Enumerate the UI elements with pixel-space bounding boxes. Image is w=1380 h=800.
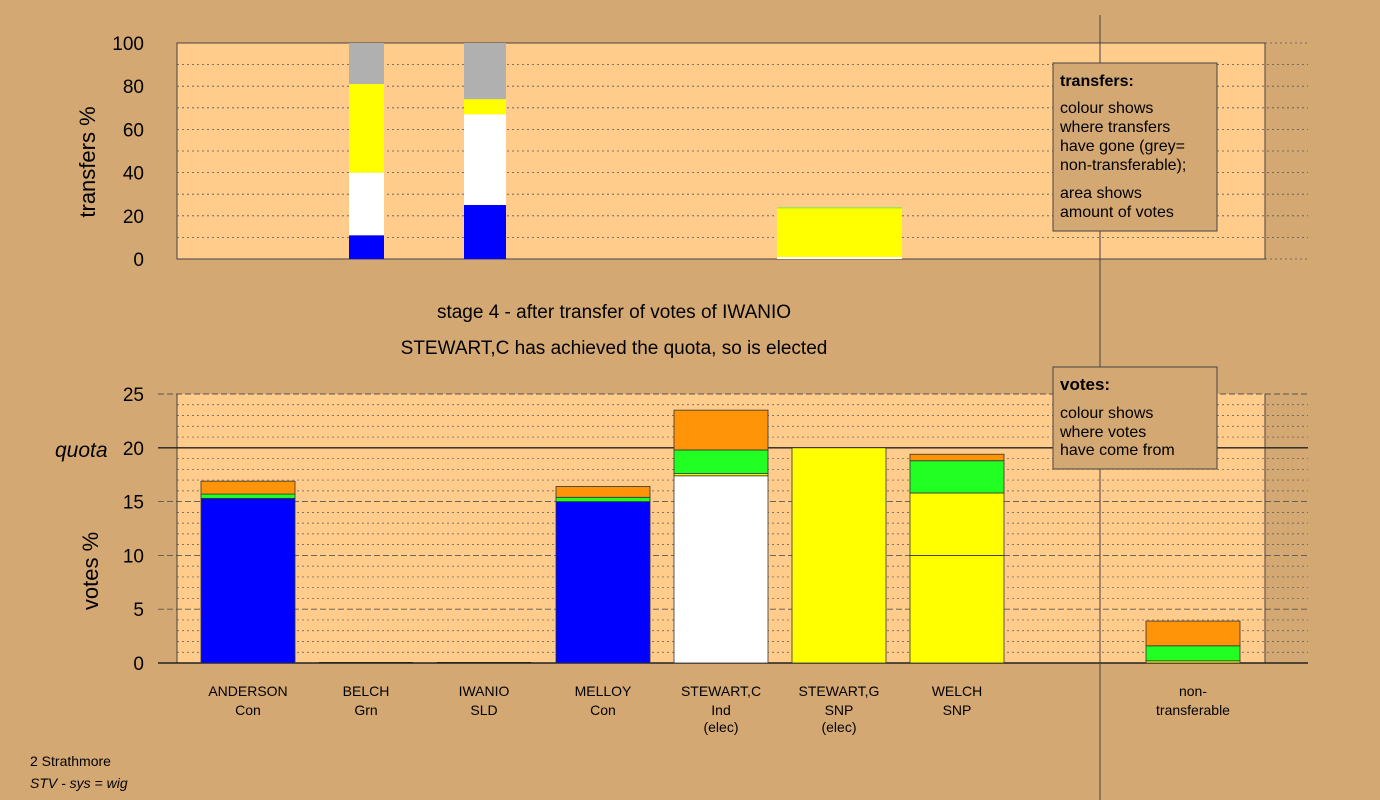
- quota-label: quota: [55, 439, 108, 462]
- vote-bar-segment-orange: [1145, 620, 1241, 647]
- vote-bar-segment-green: [909, 460, 1005, 494]
- votes-y-tick-label: 15: [123, 493, 144, 514]
- vote-bar-segment-orange: [555, 486, 651, 498]
- vote-bar-segment-orange: [200, 480, 296, 495]
- vote-bar-segment-yellow: [909, 492, 1005, 556]
- votes-y-tick-label: 5: [133, 600, 144, 621]
- candidate-note-label: (elec): [821, 719, 856, 735]
- candidate-name-label: BELCH: [343, 683, 390, 699]
- votes-y-tick-label: 25: [123, 385, 144, 406]
- transfer-bar-segment-green: [777, 207, 902, 209]
- votes-bars: [200, 409, 1241, 664]
- transfers-legend-line: colour shows: [1060, 100, 1153, 117]
- transfers-y-tick-label: 40: [123, 164, 144, 185]
- transfer-bar-segment-white: [777, 256, 902, 259]
- transfers-legend-title: transfers:: [1060, 73, 1134, 90]
- vote-bar-segment-green: [673, 449, 769, 475]
- candidate-party-label: transferable: [1156, 702, 1230, 718]
- vote-bar-segment-white: [673, 475, 769, 664]
- candidate-name-label: ANDERSON: [208, 683, 287, 699]
- candidate-labels: ANDERSON Con BELCH Grn IWANIO SLD MELLOY Con STE…: [208, 683, 1230, 735]
- votes-legend-box: [1052, 366, 1218, 470]
- transfers-legend-line: area shows: [1060, 185, 1142, 202]
- votes-legend-line: colour shows: [1060, 405, 1153, 422]
- candidate-name-label: non-: [1179, 683, 1207, 699]
- vote-bar-segment-blue: [200, 497, 296, 664]
- transfer-bar-segment-blue: [464, 205, 506, 259]
- transfer-bar-segment-yellow: [464, 99, 506, 115]
- votes-legend-title: votes:: [1060, 375, 1110, 394]
- candidate-party-label: Con: [235, 702, 261, 718]
- elected-message: STEWART,C has achieved the quota, so is …: [401, 338, 828, 359]
- votes-y-tick-label: 0: [133, 654, 144, 675]
- transfer-bar-segment-yellow: [777, 208, 902, 257]
- transfer-bar-segment-grey: [349, 43, 384, 85]
- transfers-y-axis-label: transfers %: [75, 106, 100, 217]
- vote-bar-segment-orange: [673, 409, 769, 451]
- candidate-note-label: (elec): [703, 719, 738, 735]
- transfers-legend-line: non-transferable);: [1060, 157, 1186, 174]
- candidate-name-label: IWANIO: [459, 683, 510, 699]
- system-label: STV - sys = wig: [30, 775, 128, 791]
- votes-y-tick-label: 10: [123, 546, 144, 567]
- votes-y-axis-label: votes %: [78, 532, 103, 610]
- transfers-legend-line: where transfers: [1059, 119, 1170, 136]
- candidate-name-label: MELLOY: [575, 683, 632, 699]
- transfer-bar-segment-white: [349, 172, 384, 236]
- transfers-legend-line: amount of votes: [1060, 204, 1174, 221]
- vote-bar-segment-green: [555, 496, 651, 502]
- transfers-y-tick-label: 60: [123, 120, 144, 141]
- vote-bar-segment-orange: [909, 453, 1005, 462]
- transfers-bars: [349, 43, 902, 259]
- candidate-party-label: Grn: [354, 702, 377, 718]
- stage-description: stage 4 - after transfer of votes of IWA…: [437, 302, 791, 323]
- vote-bar-segment-yellow: [909, 555, 1005, 664]
- candidate-party-label: SLD: [470, 702, 497, 718]
- transfers-legend: transfers: colour shows where transfers …: [1052, 62, 1218, 232]
- votes-legend-line: have come from: [1060, 442, 1175, 459]
- transfers-legend-line: have gone (grey=: [1060, 138, 1185, 155]
- transfer-bar-segment-white: [464, 114, 506, 205]
- candidate-name-label: WELCH: [932, 683, 983, 699]
- votes-y-tick-label: 20: [123, 439, 144, 460]
- constituency-label: 2 Strathmore: [30, 753, 111, 769]
- vote-bar-segment-green: [1145, 645, 1241, 662]
- candidate-party-label: SNP: [943, 702, 972, 718]
- transfer-bar-segment-yellow: [349, 84, 384, 173]
- transfer-bar-segment-blue: [349, 235, 384, 259]
- vote-bar-empty: [319, 662, 413, 664]
- transfers-y-tick-label: 100: [112, 34, 144, 55]
- candidate-name-label: STEWART,G: [799, 683, 880, 699]
- transfer-bar-segment-grey: [464, 43, 506, 100]
- candidate-party-label: Con: [590, 702, 616, 718]
- transfers-y-ticks: 0 20 40 60 80 100: [112, 34, 144, 271]
- transfers-y-tick-label: 80: [123, 77, 144, 98]
- candidate-name-label: STEWART,C: [681, 683, 761, 699]
- vote-bar-segment-yellow: [791, 447, 887, 664]
- transfers-y-tick-label: 20: [123, 207, 144, 228]
- votes-legend: votes: colour shows where votes have com…: [1052, 366, 1218, 470]
- vote-bar-segment-blue: [555, 501, 651, 664]
- votes-legend-line: where votes: [1059, 424, 1146, 441]
- votes-y-ticks: 0 5 10 15 20 25: [123, 385, 144, 675]
- candidate-party-label: SNP: [825, 702, 854, 718]
- vote-bar-segment-green: [200, 493, 296, 499]
- candidate-party-label: Ind: [711, 702, 730, 718]
- vote-bar-empty: [437, 662, 531, 664]
- transfers-y-tick-label: 0: [133, 250, 144, 271]
- transfers-legend-box: [1052, 62, 1218, 232]
- transfers-gridlines: [177, 42, 1308, 260]
